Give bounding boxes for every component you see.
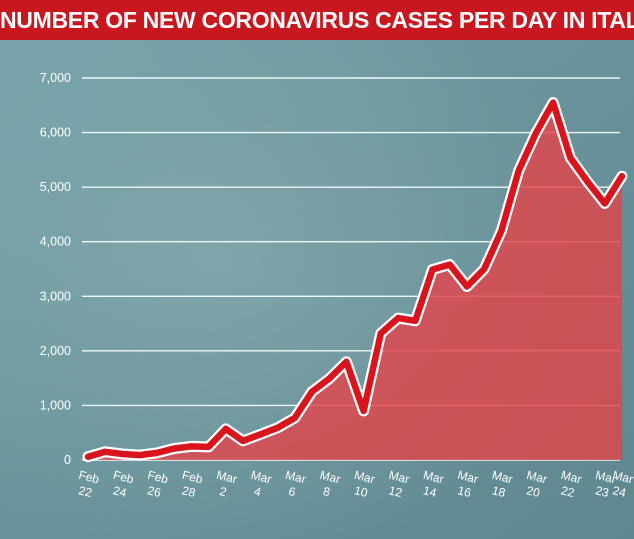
x-tick-month: Mar (422, 468, 445, 487)
x-tick-month: Mar (456, 468, 479, 487)
x-tick-month: Mar (353, 468, 376, 487)
x-tick-day: 24 (611, 483, 628, 500)
x-tick-day: 20 (525, 483, 542, 500)
x-tick-month: Feb (112, 468, 136, 487)
y-tick-label: 4,000 (40, 235, 71, 249)
x-tick-day: 12 (387, 483, 404, 500)
x-tick-month: Mar (560, 468, 583, 487)
x-tick-month: Mar (284, 468, 307, 487)
x-tick-day: 6 (287, 484, 297, 499)
x-tick-day: 10 (353, 483, 370, 500)
y-tick-label: 6,000 (40, 126, 71, 140)
y-axis-ticks: 0 1,000 2,000 3,000 4,000 5,000 6,000 7,000 (40, 71, 71, 467)
x-tick-day: 8 (322, 484, 332, 499)
y-tick-label: 1,000 (40, 398, 71, 412)
x-tick-month: Mar (387, 468, 410, 487)
y-tick-label: 5,000 (40, 180, 71, 194)
cases-line (84, 99, 626, 460)
y-tick-label: 7,000 (40, 71, 71, 85)
x-tick-day: 23 (594, 483, 611, 500)
x-tick-day: 26 (146, 483, 163, 500)
x-tick-month: Mar (611, 468, 634, 487)
line-chart: 0 1,000 2,000 3,000 4,000 5,000 6,000 7,000 Feb… (0, 40, 634, 539)
x-tick-month: Feb (77, 468, 101, 487)
x-tick-month: Mar (491, 468, 514, 487)
x-tick-day: 22 (77, 483, 94, 500)
x-tick-month: Mar (215, 468, 238, 487)
x-tick-day: 18 (491, 483, 508, 500)
x-tick-day: 16 (456, 483, 473, 500)
x-tick-month: Mar (525, 468, 548, 487)
x-tick-month: Feb (181, 468, 205, 487)
y-tick-label: 0 (64, 453, 71, 467)
chart-title: NUMBER OF NEW CORONAVIRUS CASES PER DAY … (0, 0, 634, 40)
x-axis-ticks: Feb22Feb24Feb26Feb28Mar2Mar4Mar6Mar8Mar1… (77, 468, 634, 500)
x-tick-month: Mar (318, 468, 341, 487)
x-tick-month: Mar (250, 468, 273, 487)
x-tick-day: 24 (112, 483, 129, 500)
x-tick-month: Mar (594, 468, 617, 487)
y-tick-label: 3,000 (40, 289, 71, 303)
y-tick-label: 2,000 (40, 344, 71, 358)
cases-area (88, 102, 622, 460)
x-tick-day: 2 (218, 484, 228, 499)
x-tick-day: 22 (559, 483, 576, 500)
x-tick-month: Feb (146, 468, 170, 487)
x-tick-day: 4 (253, 484, 263, 499)
x-tick-day: 14 (422, 483, 439, 500)
x-tick-day: 28 (181, 483, 198, 500)
